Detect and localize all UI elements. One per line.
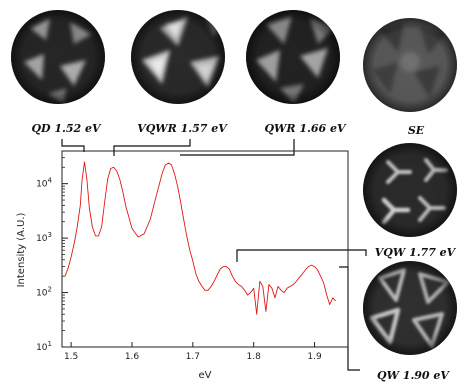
image-qwr: [246, 10, 340, 104]
y-tick-label: 101: [36, 340, 52, 353]
image-qw: [363, 261, 457, 355]
x-axis: 1.5 1.6 1.7 1.8 1.9: [64, 342, 322, 362]
y-axis-label: Intensity (A.U.): [16, 212, 27, 287]
x-axis-label: eV: [199, 370, 212, 381]
image-se: [363, 18, 457, 112]
y-tick-label: 103: [36, 231, 52, 244]
image-qd: [11, 10, 105, 104]
y-tick-label: 104: [36, 177, 52, 190]
x-tick-label: 1.7: [186, 352, 200, 362]
label-qwr: QWR 1.66 eV: [264, 122, 347, 135]
x-tick-label: 1.9: [307, 352, 322, 362]
leader-lines: [61, 139, 367, 371]
leader-qw: [339, 266, 360, 371]
y-axis: 101 102 103 104: [36, 157, 68, 353]
plot-frame: [61, 150, 349, 348]
x-tick-label: 1.8: [247, 352, 262, 362]
x-tick-label: 1.5: [64, 352, 78, 362]
label-qw: QW 1.90 eV: [377, 369, 450, 382]
label-qd: QD 1.52 eV: [31, 122, 102, 135]
leader-vqwr: [113, 139, 191, 156]
leader-qd: [61, 139, 85, 152]
label-vqw: VQW 1.77 eV: [375, 246, 457, 259]
image-vqw: [363, 143, 457, 237]
label-se: SE: [408, 124, 425, 137]
x-tick-label: 1.6: [125, 352, 140, 362]
spectrum-chart: 1.5 1.6 1.7 1.8 1.9 101 102 103 104 eV Intensit…: [16, 150, 349, 381]
leader-vqw: [236, 249, 367, 262]
series-line: [64, 161, 337, 315]
y-tick-label: 102: [36, 286, 52, 299]
image-vqwr: [131, 10, 225, 104]
label-vqwr: VQWR 1.57 eV: [137, 122, 228, 135]
leader-qwr: [180, 139, 295, 156]
